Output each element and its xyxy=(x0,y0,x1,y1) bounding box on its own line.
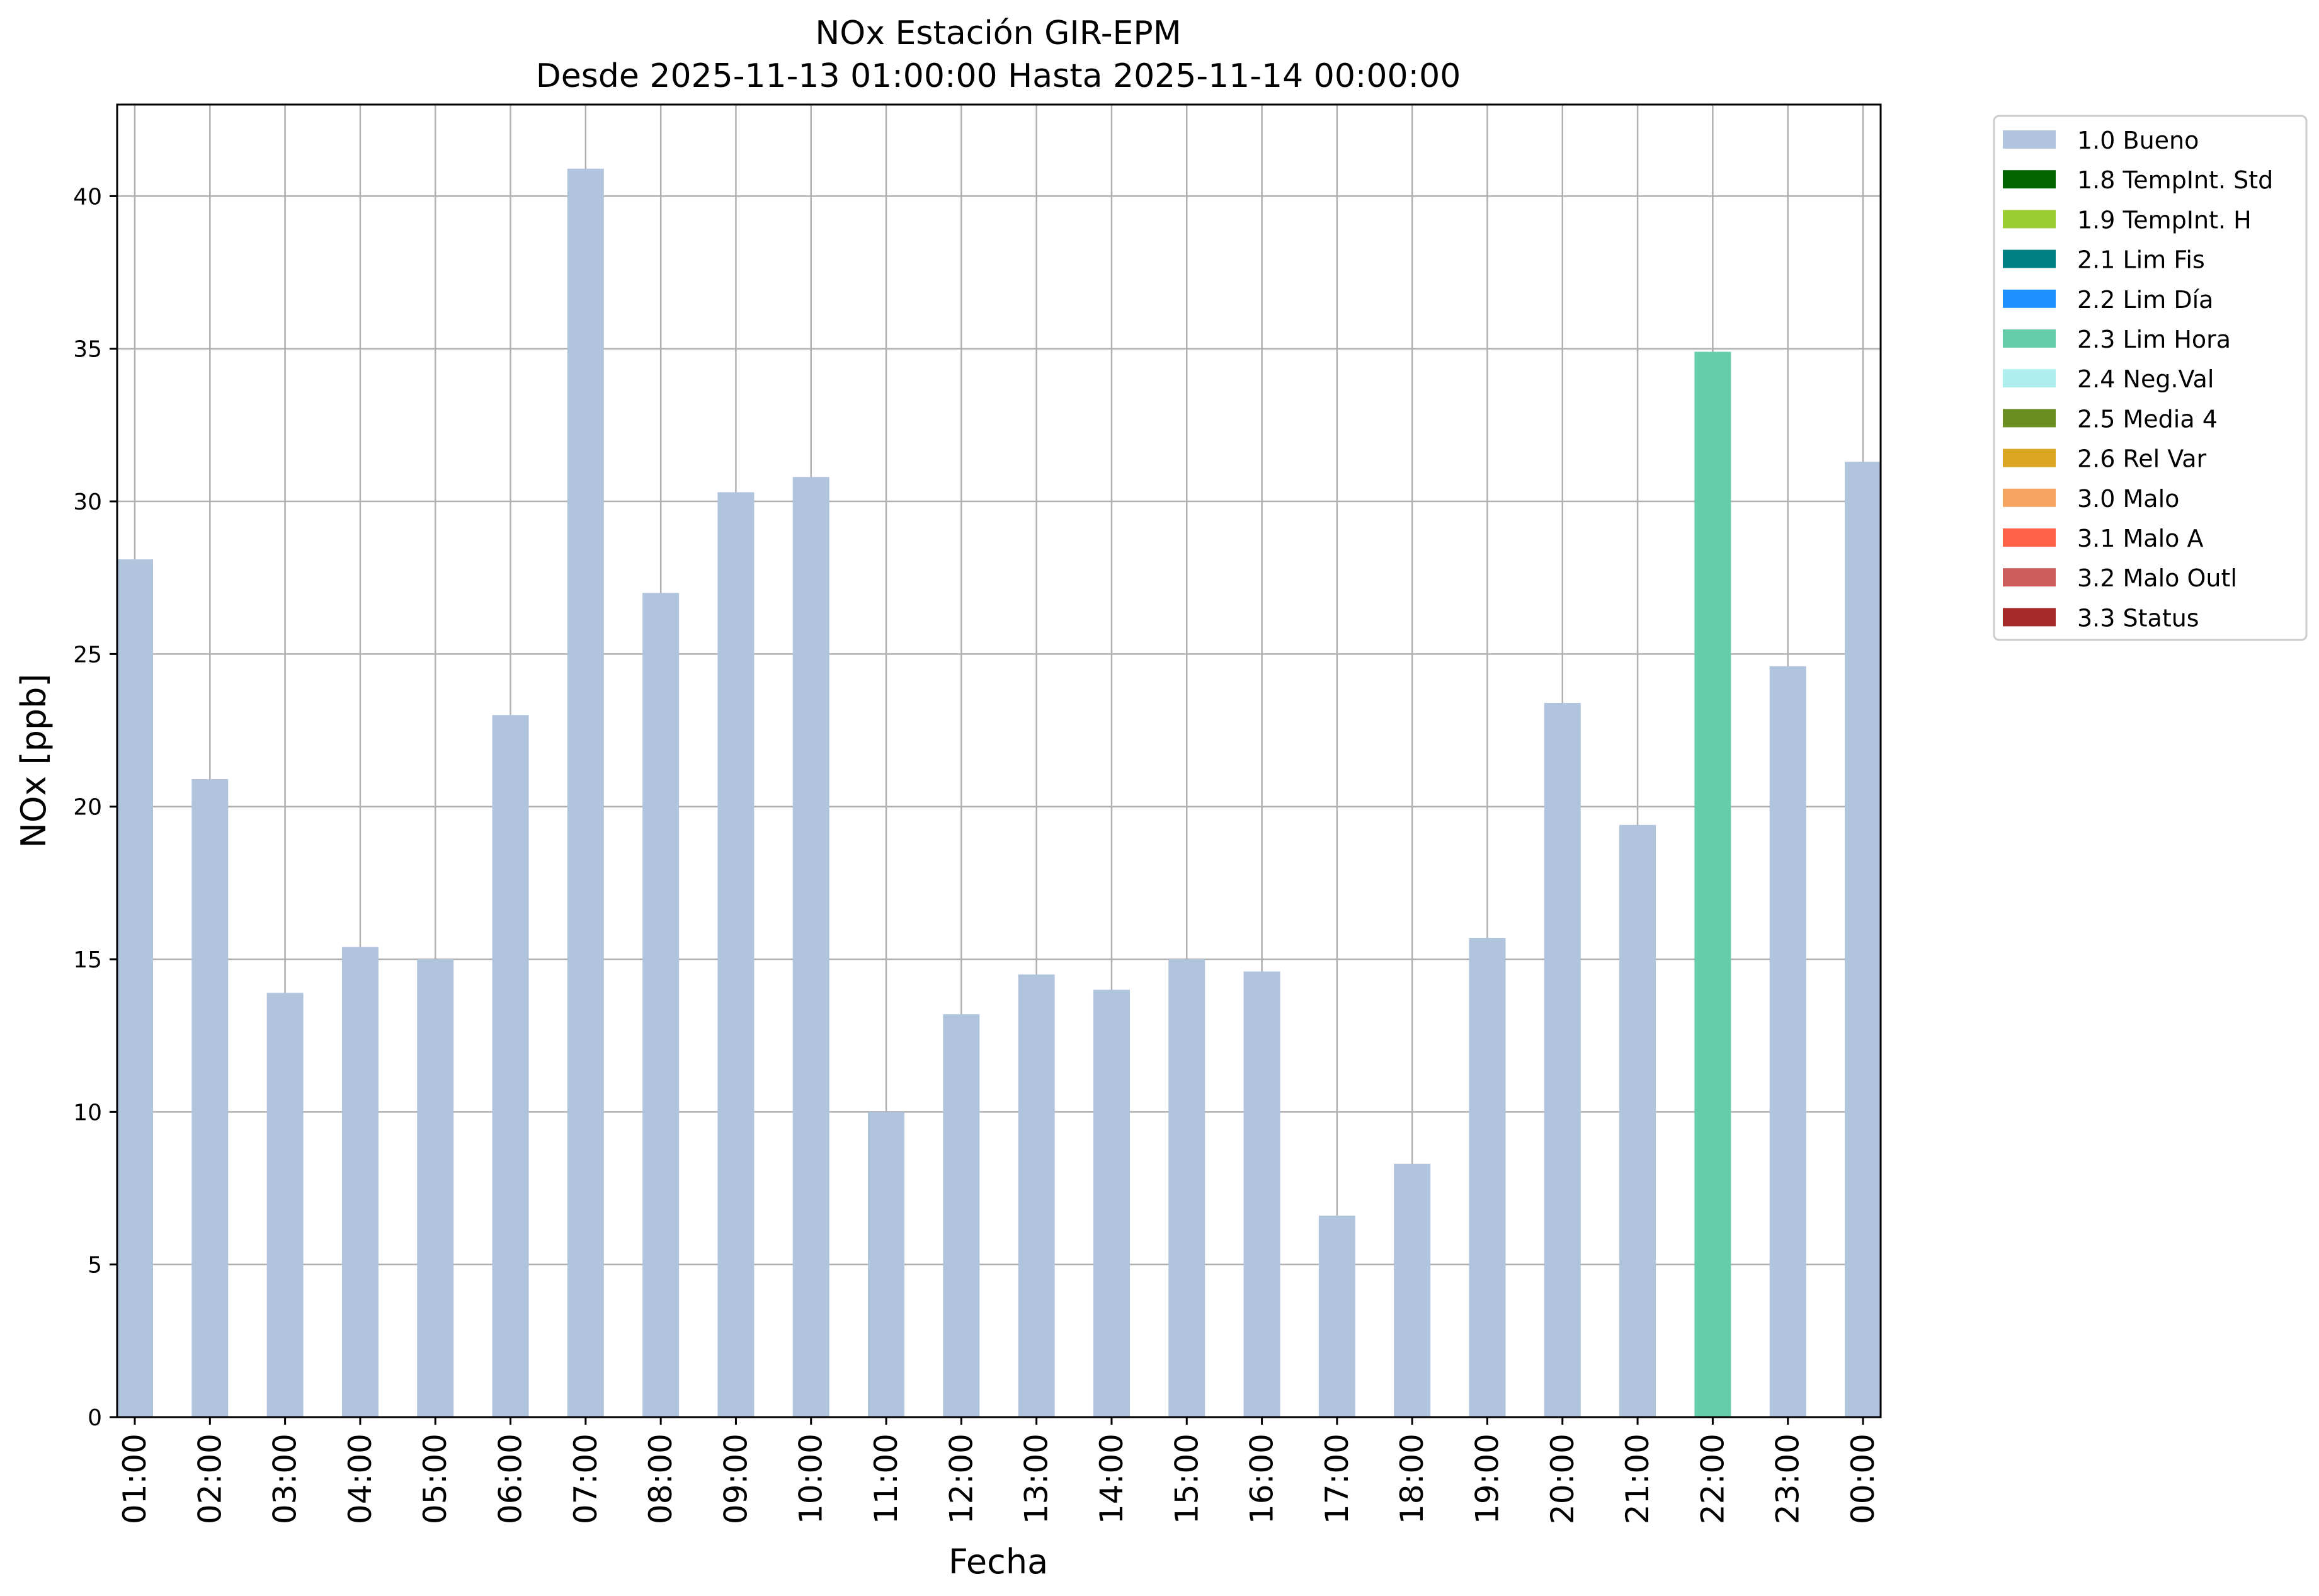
y-tick-label: 40 xyxy=(73,184,102,210)
legend-label: 2.3 Lim Hora xyxy=(2077,326,2231,353)
bar-1400 xyxy=(1093,989,1130,1417)
x-tick-label: 17:00 xyxy=(1319,1434,1355,1524)
legend-label: 1.8 TempInt. Std xyxy=(2077,166,2273,194)
y-tick-label: 30 xyxy=(73,489,102,515)
x-tick-label: 07:00 xyxy=(567,1434,604,1524)
legend-label: 2.5 Media 4 xyxy=(2077,405,2218,433)
x-tick-label: 02:00 xyxy=(191,1434,228,1524)
y-tick-label: 15 xyxy=(73,947,102,973)
legend-label: 3.1 Malo A xyxy=(2077,525,2203,552)
x-tick-label: 16:00 xyxy=(1244,1434,1280,1524)
y-tick-label: 0 xyxy=(88,1405,102,1431)
bar-1800 xyxy=(1394,1163,1431,1417)
x-tick-label: 21:00 xyxy=(1619,1434,1656,1524)
bar-1100 xyxy=(868,1112,905,1417)
x-tick-label: 01:00 xyxy=(117,1434,153,1524)
legend-label: 1.0 Bueno xyxy=(2077,127,2199,154)
legend-label: 2.6 Rel Var xyxy=(2077,445,2207,473)
bar-0000 xyxy=(1845,462,1881,1417)
y-axis-label: NOx [ppb] xyxy=(14,674,54,848)
bar-0500 xyxy=(417,959,454,1417)
bar-0300 xyxy=(266,993,304,1417)
x-tick-label: 03:00 xyxy=(267,1434,304,1524)
x-tick-label: 10:00 xyxy=(793,1434,829,1524)
legend-swatch xyxy=(2003,528,2056,547)
x-tick-label: 20:00 xyxy=(1544,1434,1581,1524)
bar-1000 xyxy=(792,477,829,1417)
legend-swatch xyxy=(2003,369,2056,388)
x-axis-label: Fecha xyxy=(949,1542,1048,1582)
y-tick-label: 25 xyxy=(73,642,102,668)
x-tick-label: 15:00 xyxy=(1168,1434,1205,1524)
grid-lines xyxy=(117,105,1881,1418)
x-tick-label: 05:00 xyxy=(417,1434,453,1524)
legend-swatch xyxy=(2003,210,2056,229)
x-tick-label: 13:00 xyxy=(1018,1434,1055,1524)
legend-swatch xyxy=(2003,130,2056,149)
legend-label: 2.1 Lim Fis xyxy=(2077,246,2205,274)
legend-swatch xyxy=(2003,488,2056,507)
y-tick-label: 5 xyxy=(88,1253,102,1279)
x-tick-label: 22:00 xyxy=(1694,1434,1731,1524)
legend-swatch xyxy=(2003,409,2056,428)
y-tick-label: 35 xyxy=(73,337,102,363)
bar-0200 xyxy=(191,779,229,1417)
x-tick-label: 08:00 xyxy=(642,1434,679,1524)
legend-label: 2.2 Lim Día xyxy=(2077,286,2213,314)
bar-2300 xyxy=(1769,666,1806,1417)
legend-swatch xyxy=(2003,608,2056,627)
legend-swatch xyxy=(2003,170,2056,189)
bar-1600 xyxy=(1243,971,1280,1417)
x-tick-label: 11:00 xyxy=(868,1434,904,1524)
y-tick-label: 10 xyxy=(73,1100,102,1126)
bar-0800 xyxy=(642,593,680,1417)
legend-label: 3.2 Malo Outl xyxy=(2077,564,2237,592)
legend-swatch xyxy=(2003,568,2056,587)
x-tick-label: 00:00 xyxy=(1845,1434,1881,1524)
x-tick-label: 19:00 xyxy=(1469,1434,1505,1524)
y-tick-label: 20 xyxy=(73,795,102,821)
bar-0100 xyxy=(117,559,153,1417)
bar-1700 xyxy=(1318,1216,1355,1417)
x-tick-label: 09:00 xyxy=(717,1434,754,1524)
bar-1300 xyxy=(1018,974,1055,1417)
legend-label: 3.0 Malo xyxy=(2077,485,2179,513)
x-tick-label: 23:00 xyxy=(1770,1434,1806,1524)
chart-title: NOx Estación GIR-EPM xyxy=(815,14,1181,52)
bar-0400 xyxy=(341,947,379,1417)
legend-label: 3.3 Status xyxy=(2077,604,2199,632)
x-tick-label: 12:00 xyxy=(943,1434,979,1524)
x-tick-label: 06:00 xyxy=(493,1434,529,1524)
bar-2000 xyxy=(1544,702,1581,1417)
legend-swatch xyxy=(2003,329,2056,348)
bar-1200 xyxy=(943,1014,980,1417)
x-axis: 01:00 02:00 03:00 04:00 05:00 06:00 07:00 08:00… xyxy=(117,1417,1881,1524)
x-tick-label: 14:00 xyxy=(1093,1434,1130,1524)
bar-0700 xyxy=(567,168,604,1417)
bar-0900 xyxy=(717,492,755,1417)
legend-swatch xyxy=(2003,249,2056,268)
bar-1900 xyxy=(1469,938,1506,1417)
bar-2200 xyxy=(1694,351,1731,1418)
chart-subtitle: Desde 2025-11-13 01:00:00 Hasta 2025-11-… xyxy=(536,57,1461,95)
y-axis: 0 5 10 15 20 25 30 35 40 xyxy=(73,184,117,1431)
legend-swatch xyxy=(2003,289,2056,308)
legend-label: 1.9 TempInt. H xyxy=(2077,206,2252,234)
x-tick-label: 04:00 xyxy=(342,1434,379,1524)
bar-0600 xyxy=(492,715,529,1417)
legend-swatch xyxy=(2003,448,2056,467)
legend-label: 2.4 Neg.Val xyxy=(2077,365,2214,393)
bar-1500 xyxy=(1168,959,1205,1417)
plot-frame xyxy=(116,103,1882,1418)
bars xyxy=(117,168,1881,1418)
legend: 1.0 Bueno 1.8 TempInt. Std 1.9 TempInt. H 2… xyxy=(1993,115,2308,641)
x-tick-label: 18:00 xyxy=(1394,1434,1430,1524)
legend-box xyxy=(1993,115,2308,641)
bar-2100 xyxy=(1619,824,1656,1417)
